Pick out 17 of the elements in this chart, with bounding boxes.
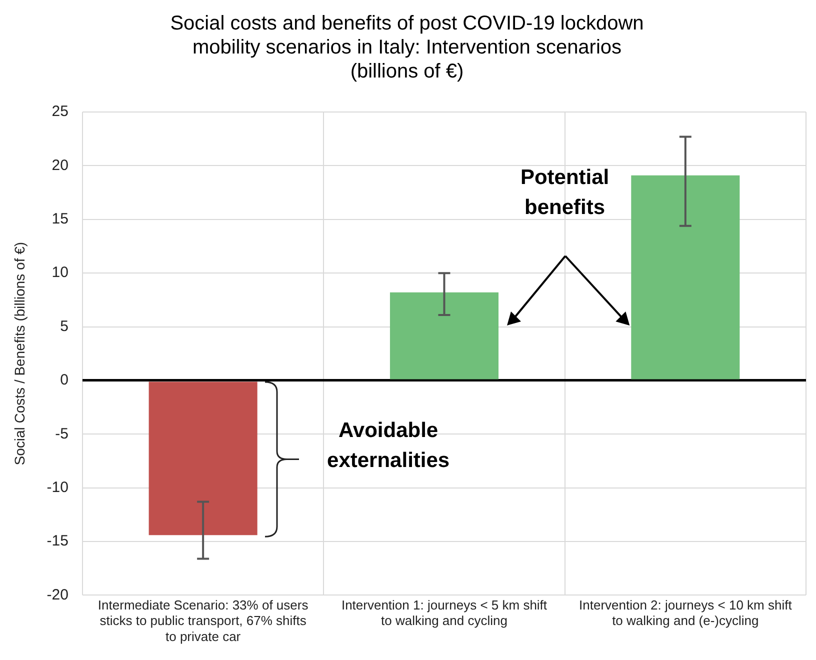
y-tick-label: -10 [46,478,68,496]
y-tick-label: 15 [52,210,68,228]
x-tick-label: Intervention 2: journeys < 10 km shift to walking and (e-)cycling [579,598,792,628]
y-tick-label: 10 [52,264,68,282]
y-tick-label: 0 [60,372,68,389]
y-tick-label: -20 [46,586,68,604]
chart-title: Social costs and benefits of post COVID-19 lockdown mobility scenarios in Italy: Intervention scenarios (billions of €) [170,12,644,83]
x-tick-label: Intermediate Scenario: 33% of users sticks to public transport, 67% shifts to private car [98,598,309,644]
annotation: Potential benefits [519,165,610,221]
y-tick-label: 20 [52,156,68,174]
y-tick-label: -5 [55,425,68,442]
y-axis-title: Social Costs / Benefits (billions of €) [11,242,28,466]
y-tick-label: 25 [52,103,68,120]
x-tick-label: Intervention 1: journeys < 5 km shift to walking and cycling [341,598,548,628]
annotation: Avoidable externalities [326,418,451,474]
y-tick-label: 5 [60,318,68,335]
y-tick-label: -15 [46,532,68,550]
